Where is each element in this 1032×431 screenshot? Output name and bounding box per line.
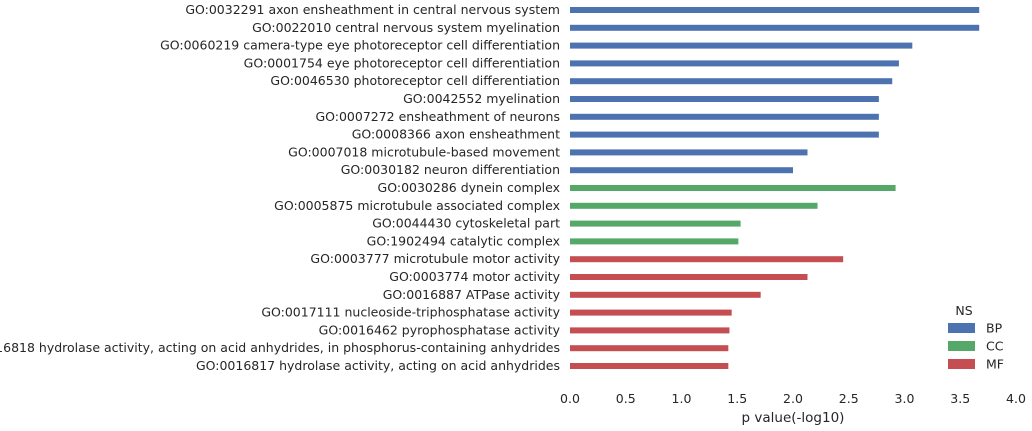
category-label-19: GO:0016462 pyrophosphatase activity: [319, 322, 561, 337]
bar-18: [570, 309, 732, 316]
x-tick-label-2: 0.5: [616, 391, 636, 406]
legend: NS BP CC MF: [948, 303, 1004, 372]
category-label-6: GO:0042552 myelination: [403, 91, 560, 106]
category-label-4: GO:0001754 eye photoreceptor cell differ…: [244, 55, 560, 70]
category-label-11: GO:0030286 dynein complex: [378, 180, 560, 195]
legend-swatch-mf: [948, 359, 975, 369]
bar-16: [570, 274, 808, 280]
category-label-15: GO:0003777 microtubule motor activity: [310, 251, 560, 266]
bar-13: [570, 220, 741, 227]
category-label-21: GO:0016817 hydrolase activity, acting on…: [196, 358, 560, 373]
x-tick-label-7: 3.0: [895, 391, 915, 406]
bar-8: [570, 131, 879, 138]
bar-19: [570, 327, 730, 334]
x-tick-label-9: 4.0: [1006, 391, 1026, 406]
bar-6: [570, 96, 879, 102]
category-label-17: GO:0016887 ATPase activity: [383, 287, 561, 302]
category-label-2: GO:0022010 central nervous system myelin…: [252, 20, 560, 35]
bar-10: [570, 167, 793, 174]
legend-label-bp: BP: [986, 321, 1003, 336]
bar-15: [570, 256, 844, 263]
category-label-18: GO:0017111 nucleoside-triphosphatase act…: [261, 305, 560, 320]
bar-5: [570, 78, 893, 85]
category-label-12: GO:0005875 microtubule associated comple…: [274, 198, 560, 213]
x-tick-label-1: 0.0: [560, 391, 580, 406]
legend-swatch-cc: [948, 341, 975, 351]
bar-11: [570, 185, 896, 191]
x-tick-labels-group: 0.0 0.5 1.0 1.5 2.0 2.5 3.0 3.5 4.0: [560, 391, 1026, 406]
category-label-10: GO:0030182 neuron differentiation: [341, 162, 560, 177]
legend-swatch-bp: [948, 323, 975, 333]
legend-label-mf: MF: [986, 357, 1004, 372]
x-tick-label-3: 1.0: [672, 391, 692, 406]
bar-9: [570, 149, 808, 156]
bar-21: [570, 363, 729, 369]
bar-2: [570, 24, 980, 31]
category-label-13: GO:0044430 cytoskeletal part: [372, 216, 560, 231]
x-tick-label-5: 2.0: [783, 391, 803, 406]
category-label-1: GO:0032291 axon ensheathment in central …: [185, 2, 560, 17]
bar-4: [570, 60, 899, 67]
bar-3: [570, 42, 913, 49]
x-axis-title: p value(-log10): [742, 410, 845, 426]
bar-7: [570, 113, 879, 120]
bars-group: [570, 7, 980, 369]
bar-14: [570, 238, 739, 245]
category-labels-group: GO:0032291 axon ensheathment in central …: [0, 2, 561, 373]
category-label-14: GO:1902494 catalytic complex: [367, 233, 560, 248]
x-tick-label-4: 1.5: [727, 391, 747, 406]
category-label-9: GO:0007018 microtubule-based movement: [288, 144, 560, 159]
category-label-20: GO:0016818 hydrolase activity, acting on…: [0, 340, 560, 355]
bar-20: [570, 345, 729, 352]
category-label-8: GO:0008366 axon ensheathment: [352, 127, 560, 142]
category-label-3: GO:0060219 camera-type eye photoreceptor…: [160, 38, 560, 53]
category-label-16: GO:0003774 motor activity: [389, 269, 560, 284]
bar-12: [570, 202, 818, 209]
bar-17: [570, 291, 761, 298]
category-label-7: GO:0007272 ensheathment of neurons: [315, 109, 560, 124]
bar-1: [570, 7, 980, 13]
x-tick-label-8: 3.5: [950, 391, 970, 406]
category-label-5: GO:0046530 photoreceptor cell differenti…: [270, 73, 560, 88]
legend-title: NS: [955, 303, 972, 318]
x-tick-label-6: 2.5: [839, 391, 859, 406]
legend-label-cc: CC: [986, 339, 1004, 354]
